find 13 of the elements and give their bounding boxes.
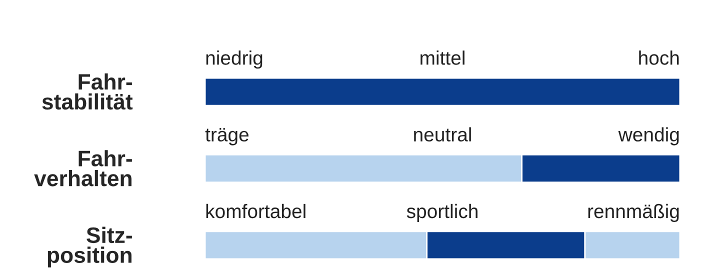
y-tick-label: Fahr- verhalten xyxy=(34,150,132,186)
bar xyxy=(205,77,680,106)
annotation: wendig xyxy=(618,127,679,146)
annotation: rennmäßig xyxy=(588,204,679,222)
annotation: neutral xyxy=(414,127,471,142)
annotation: komfortabel xyxy=(206,204,306,218)
y-tick-label: Fahr- stabilität xyxy=(42,73,133,110)
annotation: träge xyxy=(205,128,249,146)
annotation: niedrig xyxy=(206,50,262,69)
y-tick-label: Sitz- position xyxy=(48,226,132,268)
annotation: mittel xyxy=(420,50,464,65)
annotation: hoch xyxy=(639,50,679,65)
annotation: sportlich xyxy=(406,204,478,222)
